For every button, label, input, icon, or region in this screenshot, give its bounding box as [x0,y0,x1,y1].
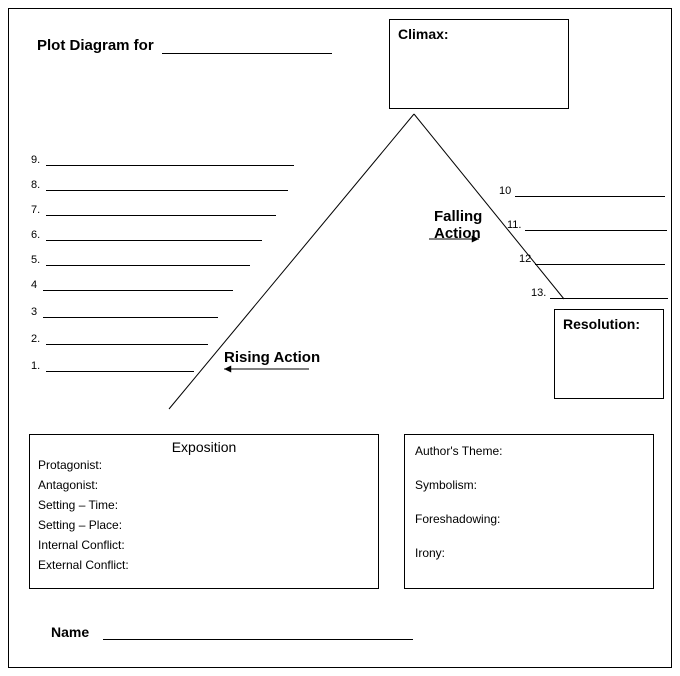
rising-line-number: 7. [31,204,40,216]
falling-line[interactable]: 13. [531,287,668,299]
worksheet-frame: Plot Diagram for Climax: Resolution: Ris… [8,8,672,668]
title-prefix: Plot Diagram for [37,37,154,54]
rising-line[interactable]: 9. [31,154,294,166]
exposition-row[interactable]: Protagonist: [30,455,378,475]
rising-line-number: 6. [31,229,40,241]
rising-line[interactable]: 1. [31,360,194,372]
rising-line-number: 8. [31,179,40,191]
title-blank-line[interactable] [162,40,332,54]
name-row: Name [51,624,413,640]
rising-line[interactable]: 8. [31,179,288,191]
falling-line-number: 12 [519,253,531,265]
exposition-rows: Protagonist:Antagonist:Setting – Time:Se… [30,455,378,575]
falling-line[interactable]: 11. [507,219,667,231]
literary-row[interactable]: Irony: [405,543,653,563]
climax-label: Climax: [390,20,568,44]
exposition-row[interactable]: Antagonist: [30,475,378,495]
rising-blank[interactable] [46,256,250,266]
resolution-label: Resolution: [555,310,663,334]
rising-line[interactable]: 6. [31,229,262,241]
rising-blank[interactable] [46,181,288,191]
rising-line[interactable]: 7. [31,204,276,216]
rising-line[interactable]: 4 [31,279,233,291]
falling-action-word1: Falling [434,209,482,226]
exposition-row[interactable]: Internal Conflict: [30,535,378,555]
rising-line-number: 4 [31,279,37,291]
rising-blank[interactable] [46,231,262,241]
literary-row[interactable]: Foreshadowing: [405,509,653,529]
name-label: Name [51,624,89,640]
exposition-row[interactable]: Setting – Place: [30,515,378,535]
rising-blank[interactable] [43,308,218,318]
exposition-box[interactable]: Exposition Protagonist:Antagonist:Settin… [29,434,379,589]
falling-action-word2: Action [434,226,482,243]
rising-line[interactable]: 3 [31,306,218,318]
rising-line-number: 5. [31,254,40,266]
literary-row[interactable]: Symbolism: [405,475,653,495]
falling-blank[interactable] [550,289,668,299]
rising-line-number: 2. [31,333,40,345]
climax-box[interactable]: Climax: [389,19,569,109]
falling-blank[interactable] [525,221,667,231]
resolution-box[interactable]: Resolution: [554,309,664,399]
page-title: Plot Diagram for [37,37,332,54]
rising-line[interactable]: 5. [31,254,250,266]
rising-action-label: Rising Action [224,349,320,366]
rising-blank[interactable] [46,335,208,345]
falling-line[interactable]: 12 [519,253,665,265]
literary-row[interactable]: Author's Theme: [405,441,653,461]
falling-blank[interactable] [535,255,665,265]
falling-action-label: Falling Action [434,209,482,242]
rising-line-number: 9. [31,154,40,166]
exposition-row[interactable]: External Conflict: [30,555,378,575]
falling-blank[interactable] [515,187,665,197]
falling-line-number: 13. [531,287,546,299]
rising-line-number: 3 [31,306,37,318]
rising-blank[interactable] [46,206,276,216]
falling-line-number: 10 [499,185,511,197]
name-blank-line[interactable] [103,628,413,640]
falling-line[interactable]: 10 [499,185,665,197]
rising-blank[interactable] [46,362,194,372]
exposition-row[interactable]: Setting – Time: [30,495,378,515]
falling-line-number: 11. [507,219,521,231]
rising-blank[interactable] [46,156,294,166]
rising-blank[interactable] [43,281,233,291]
literary-rows: Author's Theme: Symbolism: Foreshadowing: I… [405,435,653,563]
rising-line[interactable]: 2. [31,333,208,345]
exposition-title: Exposition [30,435,378,455]
literary-box[interactable]: Author's Theme: Symbolism: Foreshadowing: I… [404,434,654,589]
rising-line-number: 1. [31,360,40,372]
